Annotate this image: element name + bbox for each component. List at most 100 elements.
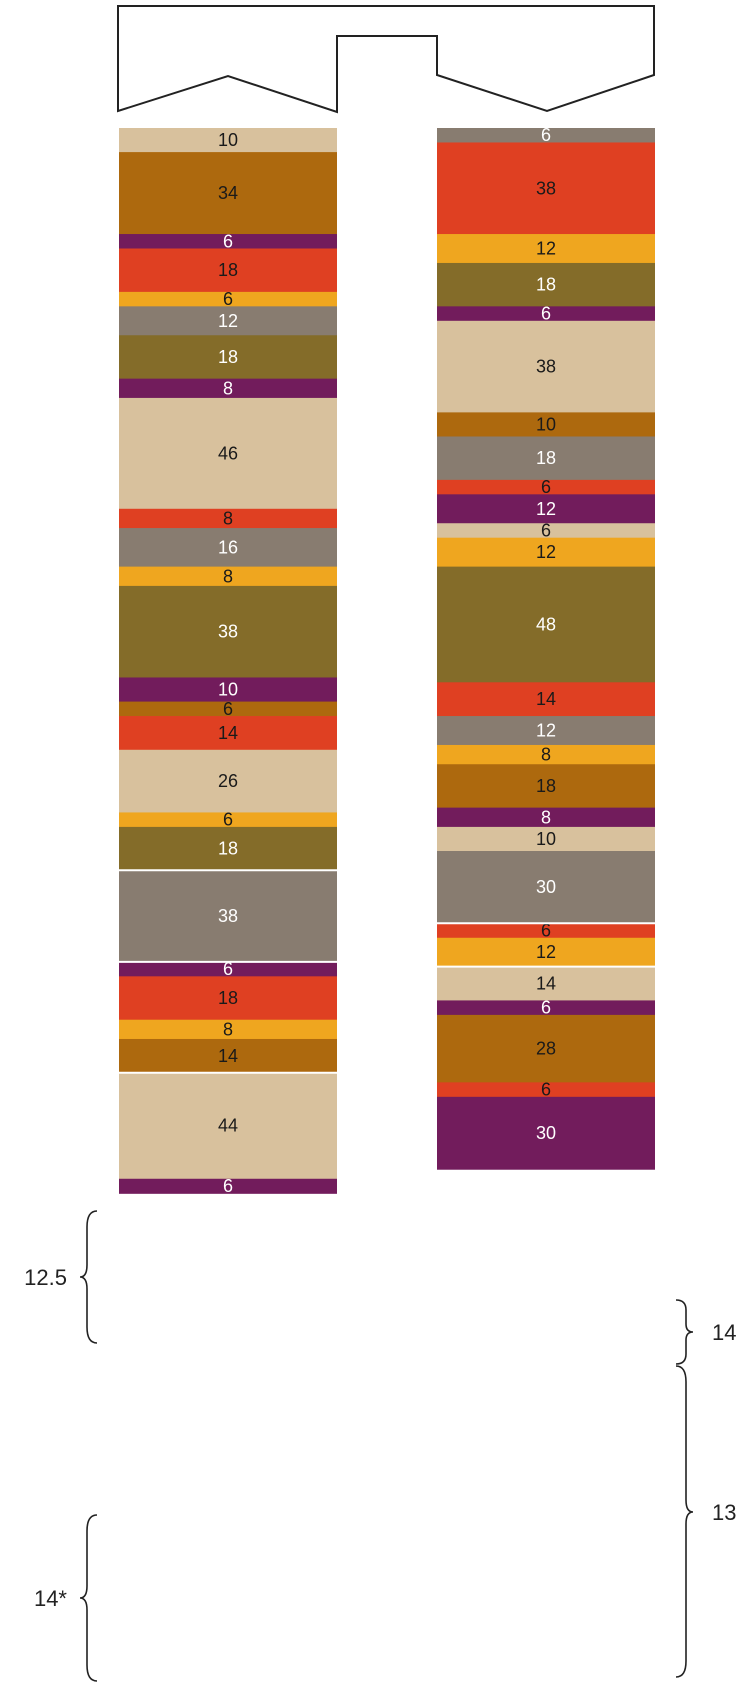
segment-label: 12 (536, 721, 556, 741)
segment-label: 46 (218, 443, 238, 463)
segment-label: 14 (218, 1046, 238, 1066)
segment-block (119, 335, 337, 380)
segment-label: 6 (541, 1080, 551, 1100)
segment-label: 38 (218, 622, 238, 642)
segment-block (437, 764, 655, 809)
segment-block (119, 397, 337, 510)
segment-label: 10 (536, 829, 556, 849)
segment-block (119, 826, 337, 871)
segment-label: 12 (536, 499, 556, 519)
segment-label: 18 (218, 347, 238, 367)
segment-label: 14 (536, 689, 556, 709)
segment-label: 44 (218, 1116, 238, 1136)
segment-label: 6 (541, 998, 551, 1018)
segment-block (437, 262, 655, 307)
segment-block (437, 1096, 655, 1170)
segment-label: 16 (218, 537, 238, 557)
segment-block (437, 682, 655, 717)
segment-label: 10 (218, 130, 238, 150)
segment-block (119, 234, 337, 250)
segment-block (437, 851, 655, 924)
segment-label: 34 (218, 183, 238, 203)
segment-block (119, 306, 337, 336)
left-lower-brace-label: 14* (34, 1586, 67, 1611)
segment-block (437, 306, 655, 322)
segment-label: 8 (223, 566, 233, 586)
segment-block (119, 870, 337, 963)
segment-label: 30 (536, 877, 556, 897)
segment-block (119, 566, 337, 587)
segment-block (119, 677, 337, 703)
segment-block (119, 716, 337, 751)
segment-label: 6 (541, 921, 551, 941)
segment-block (119, 378, 337, 399)
header-outline (117, 5, 655, 114)
segment-block (437, 234, 655, 264)
segment-label: 14 (218, 723, 238, 743)
right-upper-brace-label: 14 (712, 1320, 736, 1345)
left-upper-brace-label: 12.5 (24, 1265, 67, 1290)
segment-label: 48 (536, 614, 556, 634)
segment-label: 6 (223, 231, 233, 251)
segment-block (119, 585, 337, 679)
left-lower-brace (79, 1514, 98, 1682)
segment-label: 12 (536, 239, 556, 259)
segment-block (437, 923, 655, 939)
segment-block (119, 1038, 337, 1074)
segment-block (437, 436, 655, 481)
segment-label: 6 (541, 304, 551, 324)
segment-label: 38 (536, 178, 556, 198)
segment-label: 8 (223, 508, 233, 528)
segment-block (119, 152, 337, 235)
segment-block (437, 128, 655, 144)
segment-block (119, 961, 337, 977)
segment-label: 18 (536, 275, 556, 295)
segment-label: 12 (536, 542, 556, 562)
segment-block (119, 248, 337, 293)
segment-block (437, 142, 655, 235)
left-upper-brace (79, 1210, 98, 1344)
segment-block (437, 807, 655, 828)
segment-block (119, 291, 337, 307)
segment-block (119, 508, 337, 529)
segment-label: 18 (218, 260, 238, 280)
segment-block (119, 528, 337, 568)
segment-block (437, 537, 655, 568)
segment-label: 6 (223, 810, 233, 830)
segment-label: 28 (536, 1039, 556, 1059)
segment-label: 18 (218, 988, 238, 1008)
segment-label: 18 (536, 448, 556, 468)
segment-block (437, 744, 655, 765)
segment-label: 10 (536, 414, 556, 434)
segment-block (437, 1000, 655, 1016)
segment-block (437, 494, 655, 524)
segment-block (119, 749, 337, 814)
segment-block (119, 128, 337, 153)
segment-label: 26 (218, 771, 238, 791)
segment-label: 38 (536, 357, 556, 377)
left-column: 1034618612188468168381061426618386188144… (119, 128, 337, 1196)
segment-block (119, 1072, 337, 1180)
right-upper-brace (675, 1299, 694, 1365)
segment-block (437, 523, 655, 539)
segment-block (437, 566, 655, 683)
segment-block (437, 1082, 655, 1098)
segment-label: 6 (541, 477, 551, 497)
segment-label: 8 (541, 745, 551, 765)
segment-block (119, 812, 337, 828)
segment-label: 6 (223, 959, 233, 979)
segment-label: 6 (223, 699, 233, 719)
right-lower-brace-label: 13 (712, 1500, 736, 1525)
segment-block (437, 966, 655, 1002)
segment-label: 14 (536, 974, 556, 994)
segment-block (437, 412, 655, 438)
segment-label: 30 (536, 1123, 556, 1143)
segment-block (119, 976, 337, 1021)
segment-label: 12 (536, 942, 556, 962)
right-column: 6381218638101861261248141281881030612146… (437, 125, 655, 1170)
segment-label: 38 (218, 906, 238, 926)
segment-block (119, 1019, 337, 1040)
segment-block (437, 937, 655, 968)
segment-label: 6 (223, 1176, 233, 1196)
